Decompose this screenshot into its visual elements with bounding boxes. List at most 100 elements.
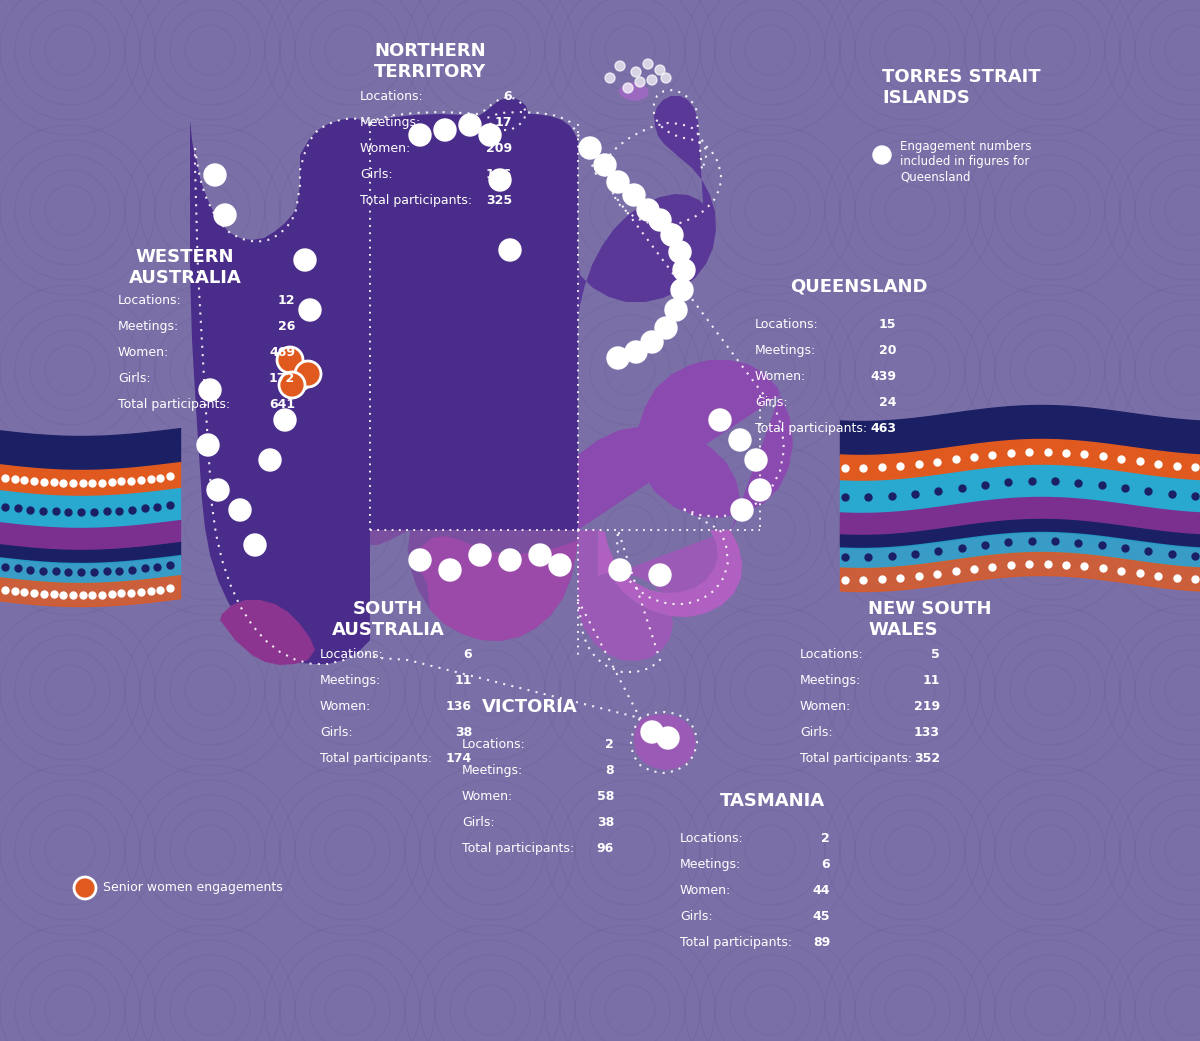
Text: Women:: Women: (320, 700, 371, 713)
Text: NEW SOUTH
WALES: NEW SOUTH WALES (868, 600, 991, 639)
Text: 463: 463 (870, 422, 896, 435)
Text: Women:: Women: (755, 370, 806, 383)
Text: 38: 38 (455, 726, 472, 739)
Text: 133: 133 (914, 726, 940, 739)
Text: 209: 209 (486, 142, 512, 155)
Text: Women:: Women: (800, 700, 851, 713)
Polygon shape (418, 536, 578, 641)
Circle shape (649, 209, 671, 231)
Text: 6: 6 (463, 648, 472, 661)
Text: Meetings:: Meetings: (360, 116, 421, 129)
Circle shape (709, 409, 731, 431)
Circle shape (616, 61, 625, 71)
Text: 11: 11 (455, 674, 472, 687)
Text: 26: 26 (277, 320, 295, 333)
Text: Girls:: Girls: (118, 372, 151, 385)
Text: Girls:: Girls: (320, 726, 353, 739)
Circle shape (434, 119, 456, 141)
Circle shape (655, 65, 665, 75)
Circle shape (499, 239, 521, 261)
Circle shape (490, 169, 511, 191)
Circle shape (277, 347, 302, 373)
Circle shape (214, 204, 236, 226)
Circle shape (299, 299, 322, 321)
Polygon shape (578, 530, 742, 661)
Text: 45: 45 (812, 910, 830, 923)
Text: Senior women engagements: Senior women engagements (103, 882, 283, 894)
Text: 11: 11 (923, 674, 940, 687)
Text: 174: 174 (445, 752, 472, 765)
Text: 325: 325 (486, 194, 512, 207)
Polygon shape (220, 600, 314, 665)
Text: 15: 15 (878, 318, 896, 331)
Text: 641: 641 (269, 398, 295, 411)
Circle shape (637, 199, 659, 221)
Text: Locations:: Locations: (360, 90, 424, 103)
Text: Women:: Women: (680, 884, 731, 897)
Text: Women:: Women: (462, 790, 514, 803)
Circle shape (874, 146, 890, 164)
Circle shape (580, 137, 601, 159)
Text: 5: 5 (931, 648, 940, 661)
Circle shape (661, 224, 683, 246)
Text: Girls:: Girls: (360, 168, 392, 181)
Text: Women:: Women: (118, 346, 169, 359)
Circle shape (631, 67, 641, 77)
Polygon shape (370, 530, 578, 641)
Polygon shape (370, 98, 578, 530)
Polygon shape (598, 530, 742, 617)
Text: Locations:: Locations: (320, 648, 384, 661)
Circle shape (655, 318, 677, 339)
Circle shape (623, 83, 634, 93)
Text: Total participants:: Total participants: (462, 842, 574, 855)
Text: Meetings:: Meetings: (680, 858, 742, 871)
Text: 6: 6 (821, 858, 830, 871)
Text: VICTORIA: VICTORIA (482, 699, 578, 716)
Circle shape (458, 115, 481, 136)
Circle shape (670, 242, 691, 263)
Text: Girls:: Girls: (800, 726, 833, 739)
Circle shape (607, 347, 629, 369)
Circle shape (665, 299, 686, 321)
Circle shape (529, 544, 551, 566)
Circle shape (74, 877, 96, 899)
Circle shape (647, 75, 658, 85)
Text: Girls:: Girls: (462, 816, 494, 829)
Text: Engagement numbers
included in figures for
Queensland: Engagement numbers included in figures f… (900, 139, 1032, 183)
Circle shape (469, 544, 491, 566)
Text: 2: 2 (821, 832, 830, 845)
Circle shape (745, 449, 767, 471)
Circle shape (550, 554, 571, 576)
Text: Total participants:: Total participants: (680, 936, 792, 949)
Polygon shape (368, 108, 578, 530)
Circle shape (623, 184, 646, 206)
Text: Meetings:: Meetings: (320, 674, 382, 687)
Text: 116: 116 (486, 168, 512, 181)
Text: 469: 469 (269, 346, 295, 359)
Circle shape (499, 549, 521, 572)
Polygon shape (618, 82, 649, 101)
Text: 136: 136 (446, 700, 472, 713)
Circle shape (204, 164, 226, 186)
Text: TORRES STRAIT
ISLANDS: TORRES STRAIT ISLANDS (882, 68, 1040, 107)
Text: Total participants:: Total participants: (118, 398, 230, 411)
Text: Girls:: Girls: (755, 396, 787, 409)
Circle shape (625, 341, 647, 363)
Circle shape (749, 479, 772, 501)
Circle shape (607, 171, 629, 193)
Circle shape (278, 372, 305, 398)
Circle shape (641, 721, 662, 743)
Text: 352: 352 (914, 752, 940, 765)
Text: Meetings:: Meetings: (800, 674, 862, 687)
Text: NORTHERN
TERRITORY: NORTHERN TERRITORY (374, 42, 486, 81)
Circle shape (643, 59, 653, 69)
Circle shape (671, 279, 694, 301)
Circle shape (294, 249, 316, 271)
Circle shape (409, 549, 431, 572)
Circle shape (635, 77, 646, 87)
Text: Total participants:: Total participants: (755, 422, 868, 435)
Text: Total participants:: Total participants: (320, 752, 432, 765)
Polygon shape (194, 118, 370, 664)
Text: 44: 44 (812, 884, 830, 897)
Text: 17: 17 (494, 116, 512, 129)
